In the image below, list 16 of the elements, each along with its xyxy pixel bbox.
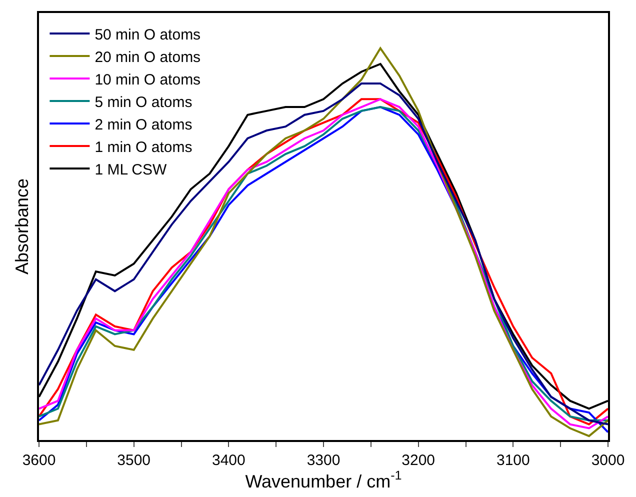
- x-tick-label: 3000: [591, 452, 625, 469]
- legend-label: 2 min O atoms: [94, 116, 192, 134]
- legend-label: 20 min O atoms: [94, 48, 201, 66]
- legend-label: 1 min O atoms: [94, 138, 192, 156]
- legend-label: 1 ML CSW: [94, 161, 168, 178]
- y-axis-title: Absorbance: [12, 178, 32, 275]
- legend-label: 10 min O atoms: [94, 71, 201, 88]
- x-tick-label: 3500: [117, 452, 151, 469]
- legend-label: 50 min O atoms: [94, 26, 201, 44]
- x-tick-label: 3200: [402, 452, 436, 469]
- legend-label: 5 min O atoms: [94, 94, 192, 111]
- x-axis-title: Wavenumber / cm$^{-1}$: [245, 468, 402, 492]
- x-tick-label: 3100: [496, 452, 530, 469]
- x-tick-label: 3300: [306, 452, 340, 469]
- x-tick-label: 3400: [212, 452, 246, 469]
- x-tick-label: 3600: [22, 452, 56, 469]
